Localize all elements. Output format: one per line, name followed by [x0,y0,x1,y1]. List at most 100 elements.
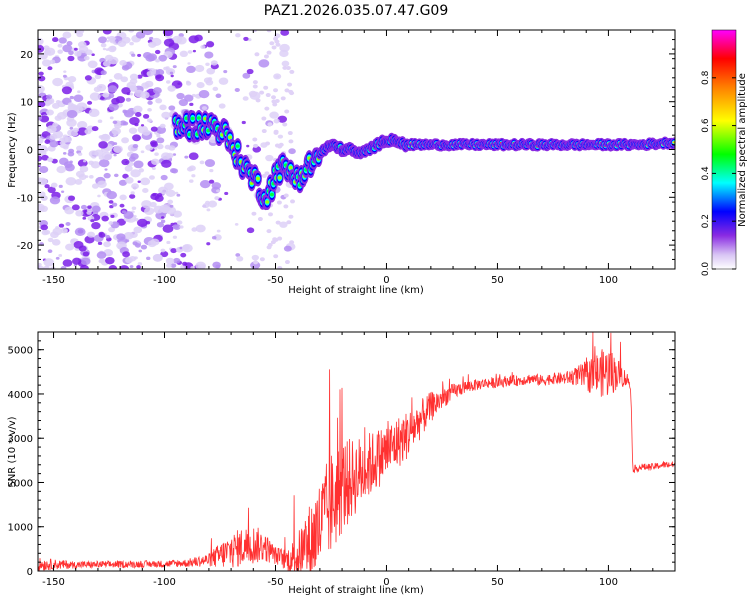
spectrogram-cell [218,103,226,109]
spectrogram-cell [64,136,73,143]
spectrogram-cell [160,216,165,219]
spectrogram-cell [52,37,59,43]
spectrogram-cell [135,31,146,39]
spectrogram-cell [43,258,55,267]
spectrogram-cell [98,159,110,168]
spectrogram-cell [83,55,90,61]
spectrogram-cell [129,41,134,46]
spectrogram-x-tick-label: 0 [383,275,389,286]
spectrogram-cell [269,111,279,119]
spectrogram-cell [259,257,265,262]
snr-x-axis: -150 -100 -50 0 50 100 [42,332,676,588]
spectrogram-cell [63,70,67,73]
spectrogram-cell [67,151,75,157]
spectrogram-cell [252,80,258,85]
spectrogram-cell [102,47,107,51]
spectrogram-cell [197,263,206,269]
spectrogram-cell [91,205,101,213]
spectrogram-cell [98,135,104,139]
spectrogram-cell [155,58,160,63]
colorbar-tick-label: 0.6 [701,118,711,133]
spectrogram-cell [265,154,274,162]
spectrogram-cell [242,72,251,79]
spectrogram-cell [259,90,265,95]
spectrogram-cell [56,165,66,174]
spectrogram-cell [61,86,72,95]
spectrogram-cell [91,150,99,156]
spectrogram-cell [69,126,74,130]
spectrogram-cell [47,66,53,71]
spectrogram-cell [179,225,184,229]
spectrogram-cell [161,111,171,119]
spectrogram-cell [150,141,158,148]
spectrogram-cell [128,156,136,162]
spectrogram-cell [288,165,293,170]
spectrogram-cell [129,265,134,268]
spectrogram-cell [199,160,205,165]
spectrogram-cell [111,97,120,105]
spectrogram-cell [264,106,270,111]
spectrogram-cell [152,87,162,94]
spectrogram-cell [108,45,117,53]
spectrogram-cell [163,38,175,47]
spectrogram-cell [55,99,61,104]
spectrogram-cell [57,43,63,48]
spectrogram-cell [80,204,88,210]
snr-marks [38,332,675,571]
spectrogram-cell [180,264,186,269]
spectrogram-cell [72,257,82,265]
spectrogram-cell [211,235,217,240]
spectrogram-cell [243,36,249,41]
spectrogram-cell [287,82,293,87]
spectrogram-cell [140,124,145,127]
spectrogram-y-axis-label: Frequency (Hz) [7,112,18,188]
spectrogram-cell [91,126,99,132]
spectrogram-cell [167,85,176,92]
snr-x-axis-label: Height of straight line (km) [288,585,424,596]
spectrogram-cell [77,127,89,136]
spectrogram-cell [149,201,157,208]
spectrogram-cell [198,90,210,99]
spectrogram-cell [65,243,75,251]
spectrogram-cell [289,69,295,74]
spectrogram-cell [58,184,63,188]
spectrogram-cell [188,152,199,160]
spectrogram-cell [199,180,211,189]
spectrogram-cell [266,50,272,55]
spectrogram-cell [111,202,118,207]
spectrogram-cell [269,192,274,197]
spectrogram-cell [104,168,108,171]
spectrogram-cell [131,206,137,211]
spectrogram-cell [172,235,177,239]
snr-x-tick-label: -50 [267,577,283,588]
spectrogram-cell [108,35,116,42]
spectrogram-cell [129,194,136,199]
spectrogram-cell [78,45,89,54]
spectrogram-cell [160,219,166,224]
spectrogram-y-tick-label: 10 [20,98,33,109]
spectrogram-cell [162,224,174,233]
spectrogram-cell [258,59,270,68]
spectrogram-cell [82,251,90,257]
spectrogram-cell [169,71,174,75]
spectrogram-cell [46,94,53,100]
spectrogram-cell [62,44,73,53]
spectrogram-cell [98,232,106,238]
figure-title: PAZ1.2026.035.07.47.G09 [264,3,449,19]
spectrogram-cell [195,224,206,233]
spectrogram-cell [161,159,172,168]
spectrogram-cell [125,97,132,102]
spectrogram-cell [64,206,75,215]
spectrogram-cell [117,40,127,47]
spectrogram-cell [172,65,177,69]
spectrogram-cell [107,253,111,257]
spectrogram-cell [62,145,69,150]
spectrogram-cell [209,169,214,173]
spectrogram-cell [176,92,185,100]
spectrogram-cell [74,227,86,236]
spectrogram-cell [235,144,240,148]
spectrogram-cell [150,238,160,246]
spectrogram-cell [184,155,189,159]
spectrogram-cell [46,125,57,134]
